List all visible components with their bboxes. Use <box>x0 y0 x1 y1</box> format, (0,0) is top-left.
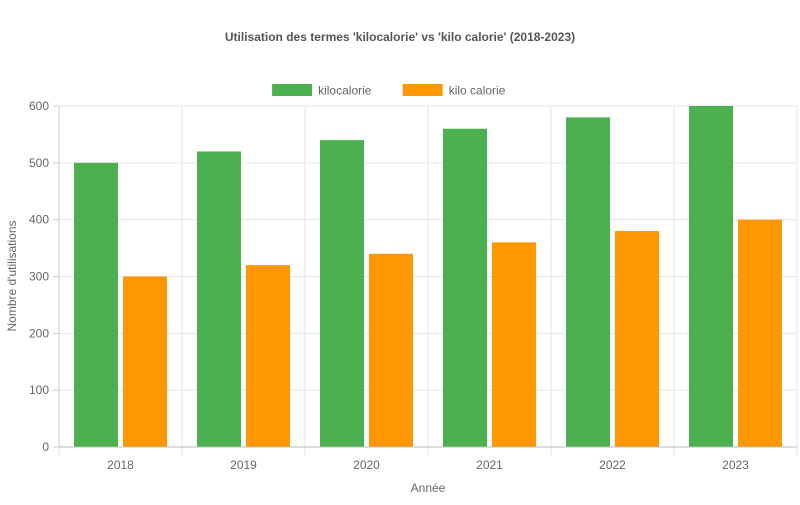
bar-kilo-calorie-2021 <box>492 242 536 447</box>
gridlines <box>58 105 798 455</box>
bar-kilocalorie-2023 <box>689 106 733 447</box>
legend-item-kilo-calorie[interactable]: kilo calorie <box>402 84 506 98</box>
bar-kilo-calorie-2018 <box>123 276 167 447</box>
axes <box>58 106 797 448</box>
bar-kilocalorie-2020 <box>320 140 364 447</box>
x-tick-label: 2023 <box>722 458 749 472</box>
x-tick-label: 2019 <box>230 458 257 472</box>
x-tick-label: 2020 <box>353 458 380 472</box>
bar-kilo-calorie-2023 <box>738 219 782 447</box>
y-tick-label: 200 <box>29 326 49 340</box>
bar-kilo-calorie-2020 <box>369 253 413 447</box>
legend: kilocalorie kilo calorie <box>272 84 506 98</box>
bar-kilo-calorie-2022 <box>615 231 659 447</box>
legend-label: kilocalorie <box>318 84 372 98</box>
y-tick-label: 600 <box>29 99 49 113</box>
y-tick-label: 0 <box>42 440 49 454</box>
bars <box>74 106 782 448</box>
x-axis-label: Année <box>411 481 446 495</box>
x-tick-label: 2021 <box>476 458 503 472</box>
chart-title: Utilisation des termes 'kilocalorie' vs … <box>225 30 575 44</box>
y-tick-label: 100 <box>29 383 49 397</box>
legend-swatch <box>272 84 313 96</box>
legend-swatch <box>402 84 443 96</box>
legend-item-kilocalorie[interactable]: kilocalorie <box>272 84 372 98</box>
x-tick-label: 2018 <box>107 458 134 472</box>
bar-kilocalorie-2021 <box>443 128 487 447</box>
bar-kilo-calorie-2019 <box>246 265 290 447</box>
bar-kilocalorie-2019 <box>197 151 241 447</box>
x-tick-label: 2022 <box>599 458 626 472</box>
bar-kilocalorie-2022 <box>566 117 610 447</box>
y-tick-label: 500 <box>29 156 49 170</box>
x-axis-ticks: 2018 2019 2020 2021 2022 2023 <box>107 458 749 472</box>
legend-label: kilo calorie <box>449 84 506 98</box>
bar-kilocalorie-2018 <box>74 162 118 448</box>
y-axis-ticks: 0 100 200 300 400 500 600 <box>29 99 59 454</box>
y-tick-label: 300 <box>29 270 49 284</box>
y-axis-label: Nombre d'utilisations <box>5 220 19 331</box>
y-tick-label: 400 <box>29 213 49 227</box>
